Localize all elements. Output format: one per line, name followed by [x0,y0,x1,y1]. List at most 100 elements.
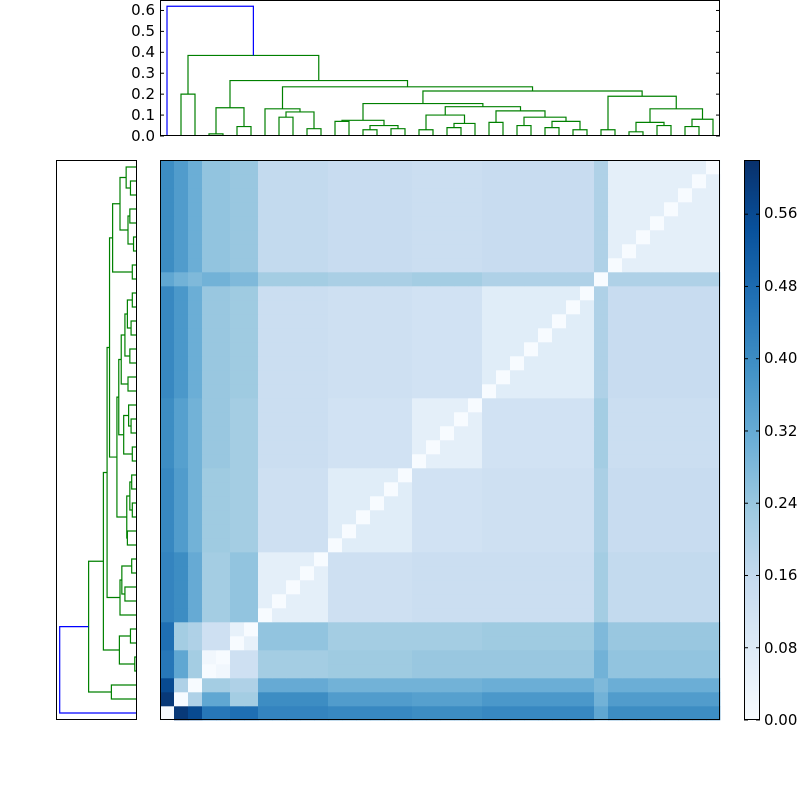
heatmap-cell [678,370,693,385]
heatmap-cell [454,496,469,511]
heatmap-cell [580,622,595,637]
heatmap-cell [174,412,189,427]
heatmap-cell [286,244,301,259]
heatmap-cell [328,342,343,357]
heatmap-cell [328,594,343,609]
heatmap-cell [664,356,679,371]
heatmap-cell [216,678,231,693]
heatmap-cell [664,286,679,301]
heatmap-cell [566,258,581,273]
heatmap-cell [300,328,315,343]
heatmap-cell [524,440,539,455]
heatmap-cell [188,608,203,623]
heatmap-cell [230,538,245,553]
heatmap-cell [160,622,175,637]
heatmap-cell [636,342,651,357]
heatmap-cell [398,622,413,637]
heatmap-cell [454,706,469,721]
heatmap-cell [314,356,329,371]
heatmap-cell [272,622,287,637]
heatmap-cell [510,594,525,609]
heatmap-cell [468,622,483,637]
heatmap-cell [258,412,273,427]
heatmap-cell [622,566,637,581]
heatmap-cell [258,594,273,609]
heatmap-cell [328,678,343,693]
heatmap-cell [356,412,371,427]
heatmap-cell [706,412,721,427]
heatmap-cell [538,286,553,301]
heatmap-cell [636,664,651,679]
dendrogram-link [110,684,136,700]
heatmap-cell [188,650,203,665]
heatmap-cell [636,328,651,343]
heatmap-cell [468,258,483,273]
heatmap-cell [580,412,595,427]
heatmap-cell [524,216,539,231]
heatmap-cell [678,636,693,651]
heatmap-cell [524,482,539,497]
heatmap-cell [244,258,259,273]
heatmap-cell [188,342,203,357]
heatmap-cell [636,314,651,329]
heatmap-cell [426,538,441,553]
heatmap-cell [538,300,553,315]
heatmap-cell [356,356,371,371]
heatmap-cell [566,370,581,385]
heatmap-cell [426,552,441,567]
heatmap-cell [636,636,651,651]
heatmap-cell [692,482,707,497]
heatmap-cell [440,524,455,539]
colorbar-tick-label: 0.56 [764,204,797,222]
dendrogram-link [691,118,714,136]
heatmap-cell [412,258,427,273]
heatmap-cell [524,230,539,245]
heatmap-cell [440,706,455,721]
heatmap-cell [244,244,259,259]
heatmap-cell [286,426,301,441]
heatmap-cell [258,440,273,455]
heatmap-cell [412,272,427,287]
heatmap-cell [216,328,231,343]
heatmap-cell [244,174,259,189]
heatmap-cell [244,580,259,595]
heatmap-cell [272,286,287,301]
heatmap-cell [384,706,399,721]
heatmap-cell [258,286,273,301]
heatmap-cell [216,538,231,553]
heatmap-cell [468,188,483,203]
heatmap-cell [426,594,441,609]
heatmap-cell [454,692,469,707]
heatmap-cell [622,412,637,427]
heatmap-cell [594,370,609,385]
heatmap-cell [594,608,609,623]
heatmap-cell [454,622,469,637]
heatmap-cell [216,272,231,287]
heatmap-cell [286,636,301,651]
heatmap-cell [258,202,273,217]
heatmap-cell [650,174,665,189]
heatmap-cell [230,440,245,455]
heatmap-cell [384,426,399,441]
heatmap-cell [622,440,637,455]
heatmap-cell [300,188,315,203]
heatmap-cell [160,552,175,567]
heatmap-cell [286,608,301,623]
heatmap-cell [314,202,329,217]
heatmap-cell [342,538,357,553]
heatmap-cell [160,328,175,343]
heatmap-cell [566,510,581,525]
heatmap-cell [300,216,315,231]
heatmap-cell [706,384,721,399]
heatmap-cell [552,384,567,399]
heatmap-cell [286,356,301,371]
heatmap-cell [538,538,553,553]
heatmap-cell [272,160,287,175]
heatmap-cell [664,650,679,665]
heatmap-cell [426,342,441,357]
heatmap-cell [440,510,455,525]
heatmap-cell [454,342,469,357]
heatmap-cell [174,230,189,245]
heatmap-cell [202,370,217,385]
heatmap-cell [244,468,259,483]
